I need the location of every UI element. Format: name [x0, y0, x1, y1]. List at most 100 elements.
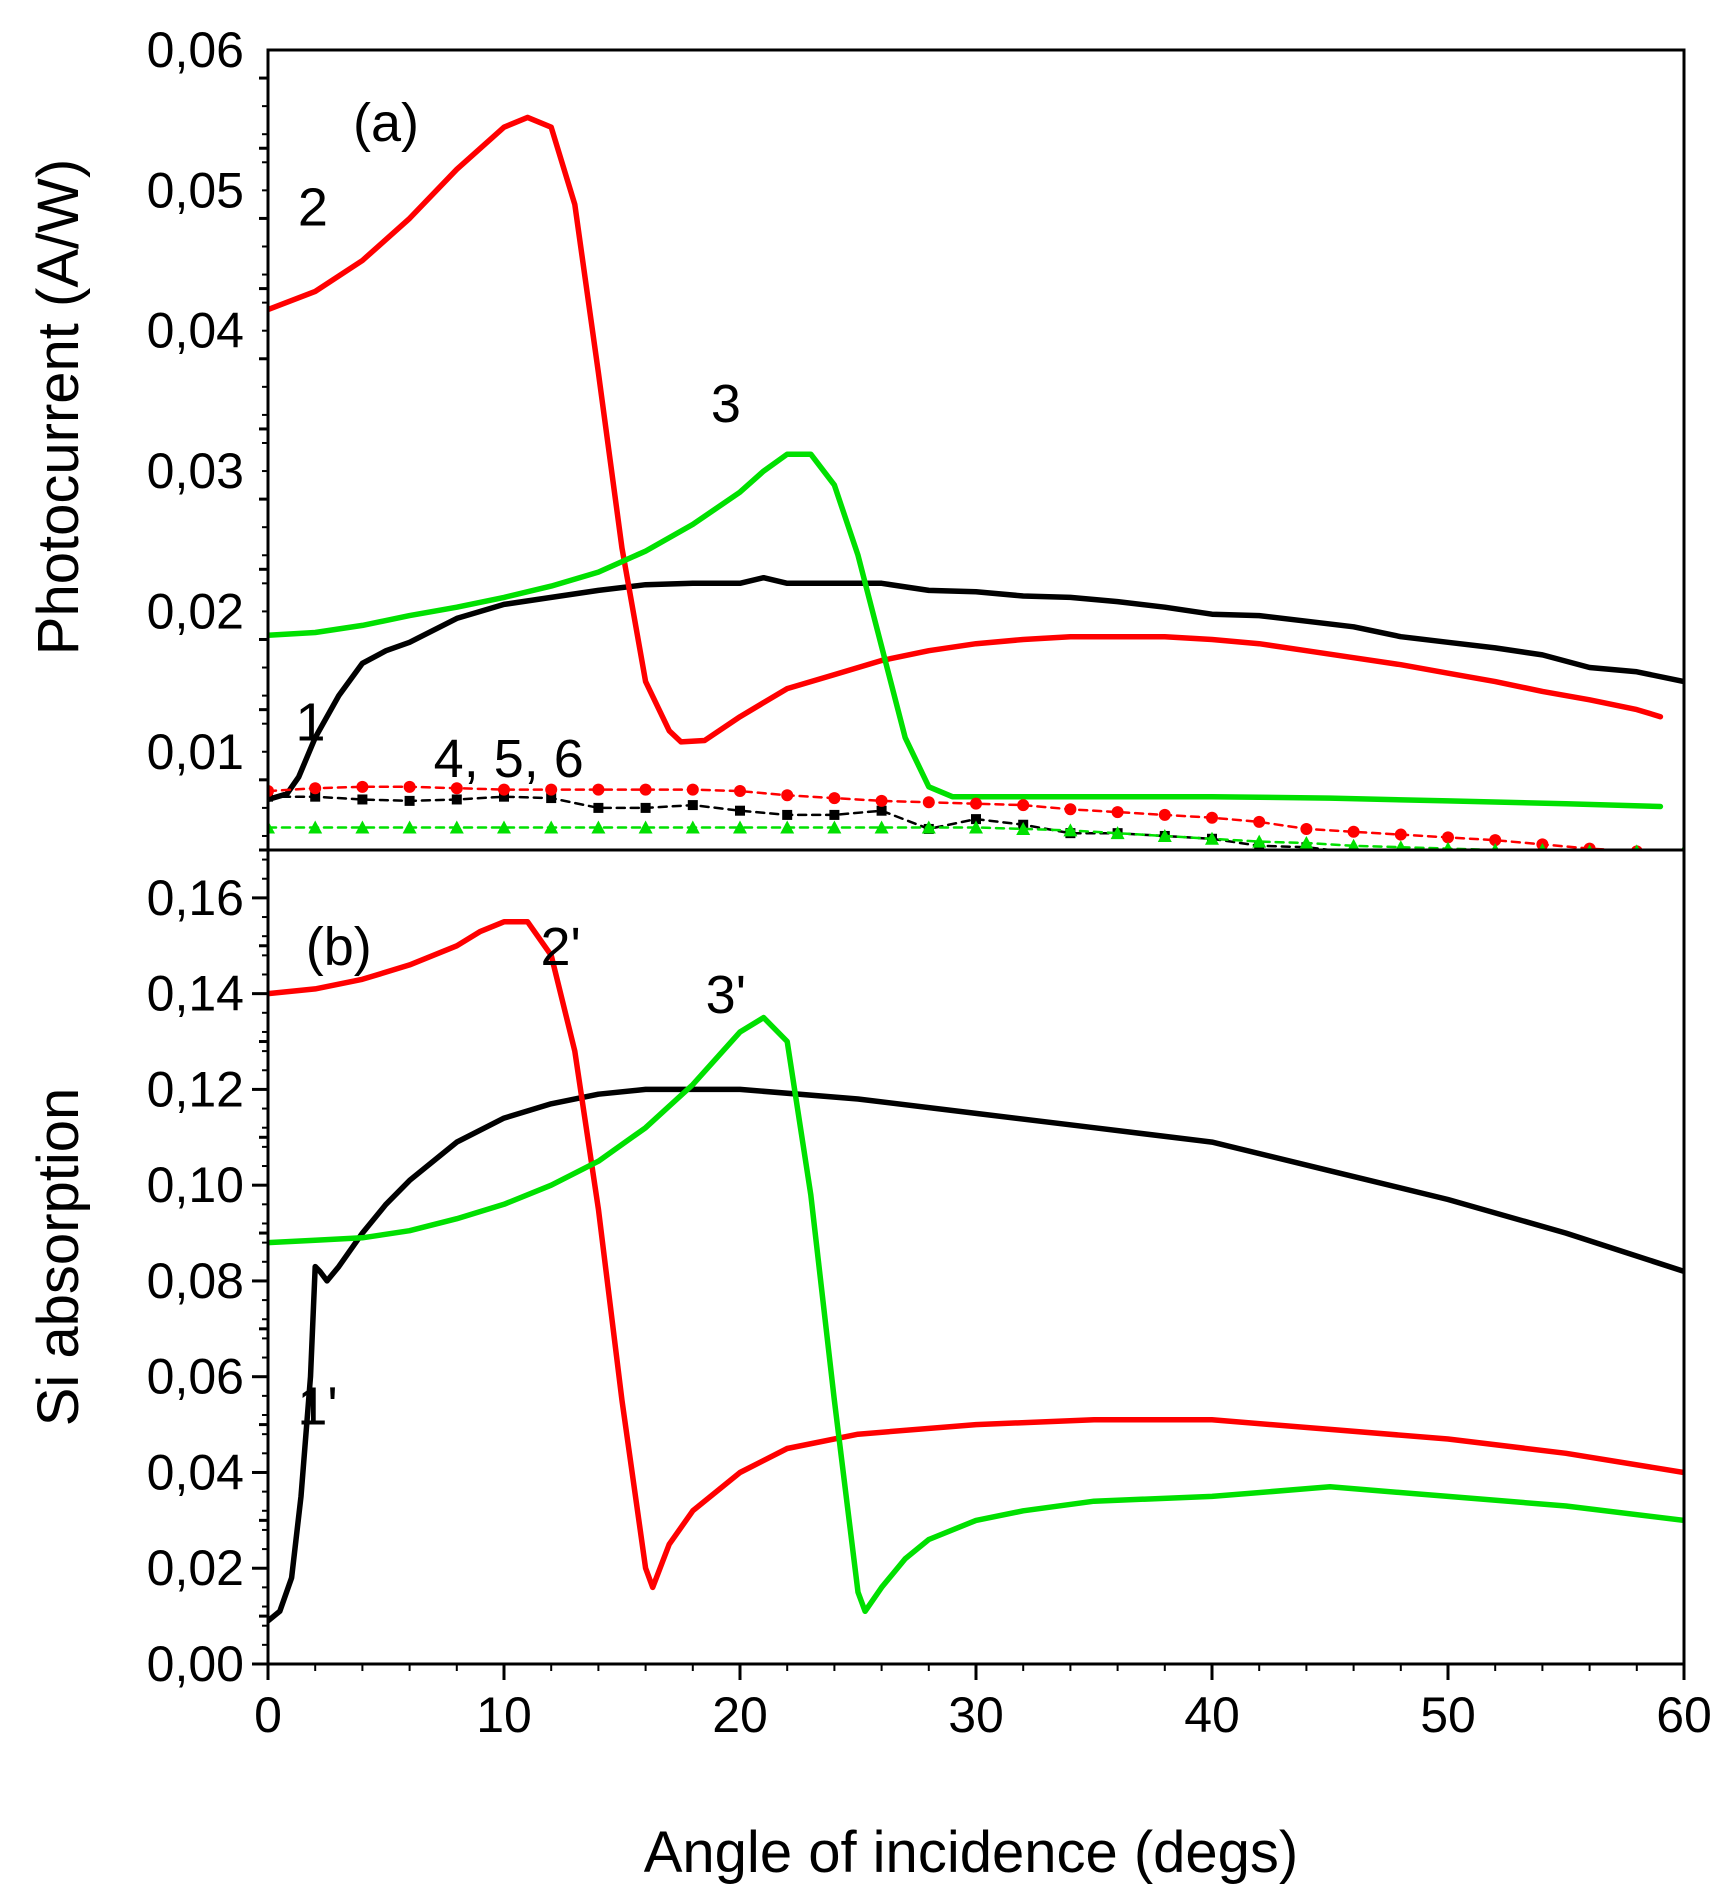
y-axis-label-a: Photocurrent (A/W) — [26, 159, 91, 655]
series-6-point — [1252, 834, 1267, 848]
series-4-point — [546, 793, 557, 804]
series-4-point — [782, 809, 793, 820]
series-6-point — [1110, 826, 1125, 840]
annotation-label: 1' — [297, 1377, 337, 1437]
series-6-point — [1395, 840, 1407, 850]
y-tick-label: 0,10 — [147, 1157, 244, 1213]
series-6-point — [921, 820, 936, 834]
y-axis-label-b: Si absorption — [26, 1088, 91, 1427]
annotation-label: 3 — [711, 374, 741, 434]
y-tick-label: 0,02 — [147, 583, 244, 639]
series-4-point — [687, 800, 698, 811]
series-6-point — [402, 820, 417, 834]
series-4-point — [640, 802, 651, 813]
series-6-point — [1299, 835, 1314, 849]
series-4-point — [593, 802, 604, 813]
series-5-point — [1442, 831, 1454, 844]
y-tick-label: 0,06 — [147, 22, 244, 78]
series-6-point — [1016, 821, 1031, 835]
series-4-point — [310, 791, 321, 802]
series-5-point — [1017, 799, 1030, 812]
series-6-point — [544, 820, 559, 834]
series-5-point — [781, 789, 794, 802]
x-tick-label: 50 — [1420, 1687, 1476, 1743]
series-5-point — [828, 792, 841, 805]
series-6-point — [733, 820, 747, 834]
series-5-point — [1206, 811, 1218, 824]
series-2'-line — [268, 919, 1684, 1591]
y-tick-label: 0,14 — [147, 966, 244, 1022]
series-6-point — [685, 820, 700, 834]
series-5-point — [1300, 822, 1313, 835]
series-5-point — [1064, 803, 1077, 816]
series-6-point — [268, 820, 275, 834]
series-5-point — [356, 780, 369, 793]
y-tick-label: 0,06 — [147, 1349, 244, 1405]
series-6-point — [827, 820, 842, 834]
series-2-line — [268, 114, 1664, 745]
series-5-point — [970, 797, 982, 810]
annotation-label: 1 — [295, 693, 325, 753]
series-6-point — [874, 820, 889, 834]
series-5-point — [686, 783, 699, 796]
series-5-point — [1489, 834, 1502, 847]
series-5-point — [309, 782, 322, 795]
annotation-label: (a) — [353, 93, 419, 153]
annotation-label: 2' — [540, 917, 580, 977]
series-5-point — [1253, 815, 1266, 828]
y-tick-label: 0,16 — [147, 870, 244, 926]
x-tick-label: 20 — [712, 1687, 768, 1743]
series-6-point — [638, 820, 653, 834]
series-5-point — [1158, 808, 1171, 821]
annotation-label: 4, 5, 6 — [434, 729, 584, 789]
series-5-point — [1111, 806, 1124, 819]
annotation-label: 2 — [298, 177, 328, 237]
series-4-point — [268, 791, 273, 802]
series-5-point — [450, 782, 463, 795]
series-5-point — [498, 783, 510, 796]
series-6-point — [780, 820, 795, 834]
series-6-point — [591, 820, 606, 834]
series-5-point — [1394, 828, 1407, 841]
series-3-line — [268, 451, 1664, 810]
y-tick-label: 0,01 — [147, 724, 244, 780]
x-tick-label: 60 — [1656, 1687, 1712, 1743]
y-tick-label: 0,08 — [147, 1253, 244, 1309]
series-5-point — [639, 783, 652, 796]
y-tick-label: 0,12 — [147, 1061, 244, 1117]
panel-a: 0,01 0,02 0,03 0,04 0,05 0,06 (a) 2 3 1 4, 5, 6 — [147, 22, 1686, 852]
series-3'-line — [268, 1014, 1684, 1615]
series-4-point — [451, 794, 462, 805]
series-5-point — [403, 780, 416, 793]
panel-b: 0,00 0,02 0,04 0,06 0,08 0,10 0,12 0,14 0,16 (b) 2… — [147, 848, 1686, 1692]
y-tick-label: 0,05 — [147, 162, 244, 218]
series-1'-line — [268, 1086, 1684, 1624]
series-6-point — [1205, 831, 1219, 845]
y-tick-label: 0,04 — [147, 303, 244, 359]
series-6-point — [1491, 843, 1499, 850]
series-6-point — [1538, 843, 1547, 850]
series-4-point — [971, 814, 981, 825]
series-4-point — [499, 791, 509, 802]
x-axis-label: Angle of incidence (degs) — [644, 1820, 1299, 1885]
series-5-point — [922, 796, 935, 809]
series-6-point — [1063, 823, 1078, 837]
annotation-label: (b) — [306, 917, 372, 977]
x-tick-label: 10 — [476, 1687, 532, 1743]
series-6-point — [1443, 841, 1453, 850]
x-tick-label: 0 — [254, 1687, 282, 1743]
series-4-point — [404, 795, 415, 806]
series-4-point — [876, 805, 887, 816]
x-tick-label: 30 — [948, 1687, 1004, 1743]
y-tick-label: 0,04 — [147, 1444, 244, 1500]
y-tick-label: 0,00 — [147, 1636, 244, 1692]
series-1-line — [268, 574, 1684, 803]
y-tick-label: 0,03 — [147, 443, 244, 499]
plot-frame — [266, 848, 1686, 1666]
series-6-point — [355, 820, 370, 834]
y-tick-label: 0,02 — [147, 1540, 244, 1596]
series-4-point — [357, 794, 368, 805]
series-4-point — [829, 809, 840, 820]
series-6-point — [1347, 838, 1360, 850]
